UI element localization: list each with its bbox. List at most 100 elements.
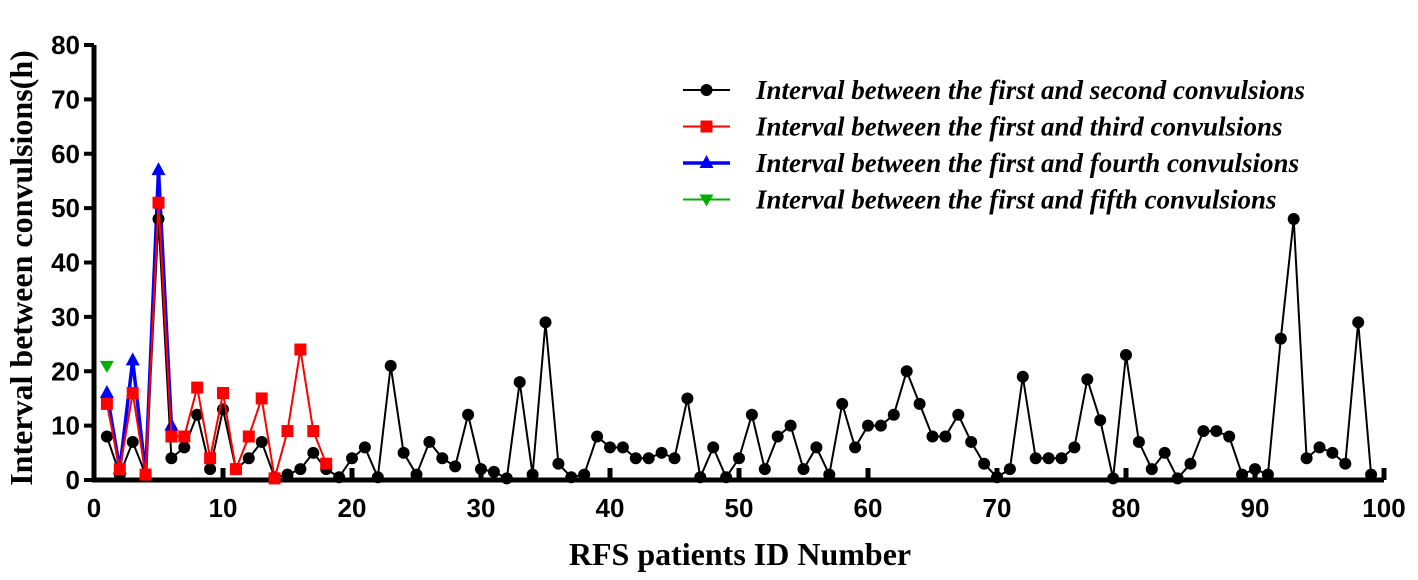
data-point <box>1042 452 1055 465</box>
data-point <box>125 352 140 366</box>
data-point <box>699 155 714 168</box>
legend-item: Interval between the first and fifth con… <box>683 185 1277 215</box>
x-tick-label: 70 <box>983 493 1012 523</box>
data-point <box>242 430 255 443</box>
series-line <box>105 202 328 479</box>
data-point <box>294 343 307 356</box>
data-point <box>436 452 449 465</box>
x-tick-label: 80 <box>1112 493 1141 523</box>
data-point <box>1003 463 1016 476</box>
data-point <box>358 441 371 454</box>
data-point <box>745 408 758 421</box>
data-point <box>1365 468 1378 481</box>
data-point <box>720 471 733 484</box>
data-point <box>629 452 642 465</box>
y-tick-label: 60 <box>51 139 80 169</box>
series-layer <box>99 162 1378 485</box>
data-point <box>500 472 513 485</box>
data-point <box>1236 468 1249 481</box>
y-tick-label: 70 <box>51 84 80 114</box>
data-point <box>862 419 874 432</box>
data-point <box>1210 425 1223 438</box>
data-point <box>165 452 178 465</box>
data-point <box>99 360 114 373</box>
y-tick-label: 10 <box>51 411 80 441</box>
data-point <box>268 472 281 485</box>
data-point <box>978 457 991 470</box>
data-point <box>1068 441 1081 454</box>
data-point <box>204 452 217 465</box>
data-point <box>165 430 178 443</box>
data-point <box>939 430 952 443</box>
data-point <box>178 430 191 443</box>
data-point <box>255 435 268 448</box>
data-point <box>242 452 255 465</box>
data-point <box>1352 316 1365 329</box>
data-point <box>281 468 294 481</box>
legend-item: Interval between the first and second co… <box>683 75 1305 105</box>
data-point <box>513 376 526 389</box>
data-point <box>823 468 836 481</box>
series-2 <box>100 196 333 485</box>
data-point <box>849 441 862 454</box>
data-point <box>307 425 320 438</box>
data-point <box>151 162 166 176</box>
data-point <box>1326 446 1339 459</box>
y-tick-label: 20 <box>51 356 80 386</box>
data-point <box>900 365 913 378</box>
y-tick-label: 30 <box>51 302 80 332</box>
data-point <box>371 471 384 484</box>
data-point <box>1313 441 1326 454</box>
data-point <box>1081 373 1094 386</box>
data-point <box>1016 370 1029 383</box>
data-point <box>100 397 113 410</box>
data-point <box>1261 468 1274 481</box>
data-point <box>487 465 500 478</box>
data-point <box>887 408 900 421</box>
data-point <box>707 441 720 454</box>
data-point <box>733 452 745 465</box>
data-point <box>578 468 591 481</box>
data-point <box>423 435 436 448</box>
data-point <box>410 468 423 481</box>
data-point <box>397 446 410 459</box>
x-tick-label: 40 <box>596 493 625 523</box>
data-point <box>926 430 939 443</box>
data-point <box>1339 457 1352 470</box>
data-point <box>552 457 565 470</box>
data-point <box>346 452 358 465</box>
legend-label: Interval between the first and third con… <box>755 112 1283 142</box>
legend: Interval between the first and second co… <box>683 75 1305 215</box>
data-point <box>810 441 823 454</box>
data-point <box>1223 430 1236 443</box>
data-point <box>1171 472 1184 485</box>
data-point <box>952 408 965 421</box>
data-point <box>565 471 578 484</box>
data-point <box>191 381 204 394</box>
data-point <box>1287 213 1300 225</box>
data-point <box>642 452 655 465</box>
data-point <box>874 419 887 432</box>
legend-label: Interval between the first and fourth co… <box>755 148 1299 178</box>
data-point <box>152 196 165 209</box>
data-point <box>320 457 333 470</box>
y-tick-label: 80 <box>51 30 80 60</box>
data-point <box>475 463 487 476</box>
data-point <box>1145 463 1158 476</box>
data-point <box>100 430 113 443</box>
x-axis-title: RFS patients ID Number <box>569 536 911 572</box>
data-point <box>604 441 616 454</box>
y-axis-title: Interval between convulsions(h) <box>3 50 39 486</box>
x-tick-label: 90 <box>1241 493 1270 523</box>
legend-label: Interval between the first and second co… <box>755 75 1305 105</box>
data-point <box>1107 472 1120 485</box>
data-point <box>1055 452 1068 465</box>
data-point <box>1274 332 1287 345</box>
legend-label: Interval between the first and fifth con… <box>755 185 1277 215</box>
data-point <box>1197 425 1210 438</box>
data-point <box>217 387 229 399</box>
data-point <box>1300 452 1313 465</box>
axes: 0 10 20 30 40 50 60 70 80 0 10 20 30 40 50 60 70 80 90 100 <box>51 30 1406 523</box>
data-point <box>1029 452 1042 465</box>
